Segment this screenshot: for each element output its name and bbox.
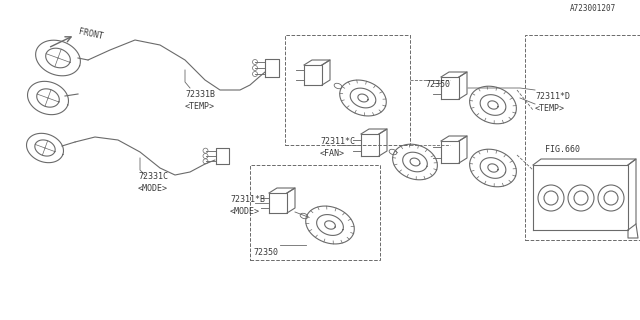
Text: <MODE>: <MODE> — [230, 207, 260, 216]
Text: <TEMP>: <TEMP> — [535, 104, 565, 113]
Text: 72350: 72350 — [425, 80, 450, 89]
Text: 72311*D: 72311*D — [535, 92, 570, 101]
Text: FIG.660: FIG.660 — [545, 145, 580, 154]
Text: 72331B: 72331B — [185, 90, 215, 99]
Text: <TEMP>: <TEMP> — [185, 102, 215, 111]
Text: 72350: 72350 — [253, 248, 278, 257]
Text: <FAN>: <FAN> — [320, 149, 345, 158]
Text: FRONT: FRONT — [78, 27, 104, 41]
Text: 72311*B: 72311*B — [230, 195, 265, 204]
Text: <MODE>: <MODE> — [138, 184, 168, 193]
Text: 72331C: 72331C — [138, 172, 168, 181]
Text: A723001207: A723001207 — [570, 4, 616, 13]
Text: 72311*C: 72311*C — [320, 137, 355, 146]
